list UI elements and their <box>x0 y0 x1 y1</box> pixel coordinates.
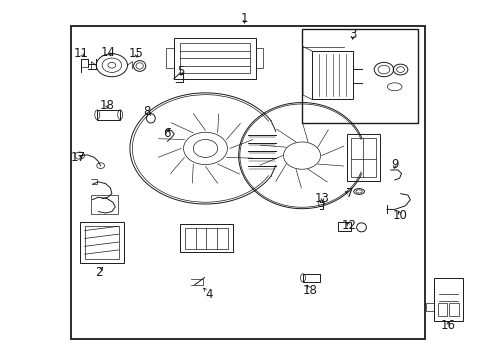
Text: 16: 16 <box>440 319 455 332</box>
Bar <box>71 26 424 338</box>
Bar <box>350 138 375 177</box>
Text: 12: 12 <box>341 219 356 233</box>
Text: 11: 11 <box>74 47 88 60</box>
Bar <box>97 110 120 120</box>
Bar <box>173 38 255 79</box>
Text: 9: 9 <box>390 158 398 171</box>
Bar <box>84 226 119 259</box>
Text: 10: 10 <box>392 209 407 222</box>
Text: 18: 18 <box>302 284 317 297</box>
Text: 7: 7 <box>345 187 352 200</box>
Bar <box>302 30 417 123</box>
Bar <box>180 225 232 252</box>
Text: 13: 13 <box>314 192 329 205</box>
Text: 4: 4 <box>205 288 213 301</box>
Bar <box>433 278 462 320</box>
Text: 17: 17 <box>70 151 85 164</box>
Bar <box>437 303 447 316</box>
Text: 2: 2 <box>95 266 103 279</box>
Text: 14: 14 <box>100 46 115 59</box>
Bar <box>184 228 227 249</box>
Bar <box>179 43 249 73</box>
Text: 5: 5 <box>177 65 184 78</box>
Bar <box>346 134 379 181</box>
Bar <box>303 274 320 282</box>
Text: 15: 15 <box>128 47 143 60</box>
Text: 1: 1 <box>240 12 248 25</box>
Bar <box>80 222 123 263</box>
Text: 6: 6 <box>163 127 170 140</box>
Bar <box>337 222 350 231</box>
Bar <box>448 303 458 316</box>
Bar <box>311 51 352 99</box>
Text: 18: 18 <box>100 99 114 112</box>
Bar <box>91 195 118 214</box>
Text: 3: 3 <box>348 28 356 41</box>
Text: 8: 8 <box>143 105 150 118</box>
